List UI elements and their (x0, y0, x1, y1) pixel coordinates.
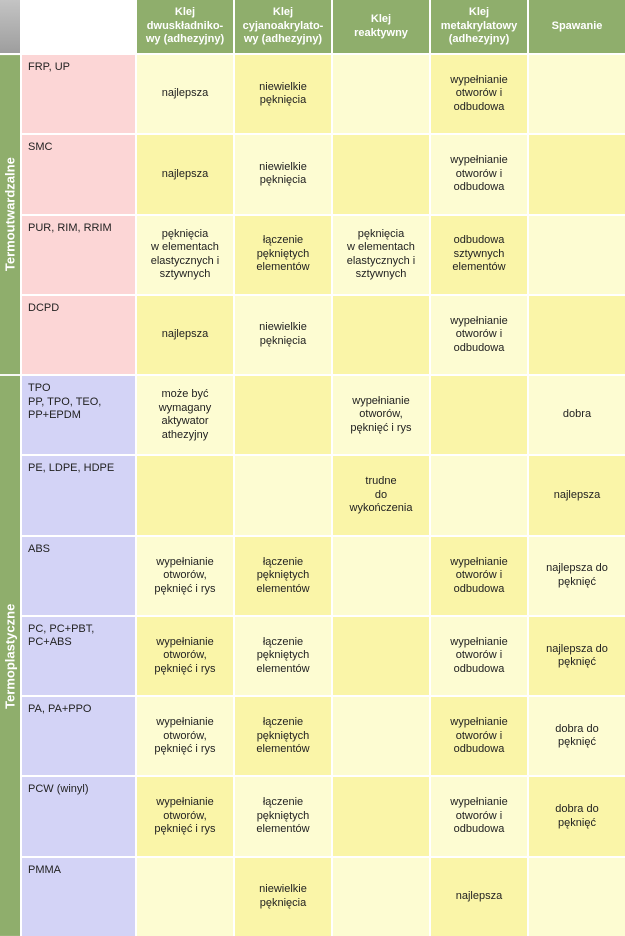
cell: najlepsza (431, 857, 527, 936)
material: PMMA (22, 857, 135, 936)
cell: łączenie pękniętych elementów (235, 536, 331, 615)
cell: najlepsza do pęknięć (529, 536, 625, 615)
material: PC, PC+PBT, PC+ABS (22, 616, 135, 696)
cell: najlepsza (137, 295, 233, 375)
cell: łączenie pękniętych elementów (235, 697, 331, 776)
cell (333, 135, 429, 214)
cell: wypełnianie otworów, pęknięć i rys (333, 376, 429, 455)
cell: wypełnianie otworów i odbudowa (431, 697, 527, 776)
cell (235, 376, 331, 455)
group-label: Termoutwardzalne (0, 55, 20, 375)
cell: pęknięcia w elementach elastycznych i sz… (333, 215, 429, 294)
cell: wypełnianie otworów i odbudowa (431, 616, 527, 696)
cell (529, 295, 625, 375)
material: TPO PP, TPO, TEO, PP+EPDM (22, 376, 135, 455)
cell (333, 536, 429, 615)
cell: wypełnianie otworów i odbudowa (431, 536, 527, 615)
cell (431, 456, 527, 535)
column-header: Klej metakrylatowy (adhezyjny) (431, 0, 527, 53)
cell: wypełnianie otworów, pęknięć i rys (137, 536, 233, 615)
cell: wypełnianie otworów, pęknięć i rys (137, 697, 233, 776)
cell: łączenie pękniętych elementów (235, 777, 331, 856)
cell: wypełnianie otworów i odbudowa (431, 295, 527, 375)
cell (333, 616, 429, 696)
column-header: Klej reaktywny (333, 0, 429, 53)
cell: może być wymagany aktywator athezyjny (137, 376, 233, 455)
corner (0, 0, 20, 53)
cell: niewielkie pęknięcia (235, 55, 331, 134)
cell: niewielkie pęknięcia (235, 135, 331, 214)
cell (529, 857, 625, 936)
cell: dobra do pęknięć (529, 777, 625, 856)
cell: łączenie pękniętych elementów (235, 215, 331, 294)
cell: pęknięcia w elementach elastycznych i sz… (137, 215, 233, 294)
cell (529, 215, 625, 294)
cell (333, 777, 429, 856)
cell: dobra (529, 376, 625, 455)
cell (235, 456, 331, 535)
cell: wypełnianie otworów i odbudowa (431, 55, 527, 134)
cell: niewielkie pęknięcia (235, 857, 331, 936)
material: PUR, RIM, RRIM (22, 215, 135, 294)
cell: wypełnianie otworów i odbudowa (431, 777, 527, 856)
cell: trudne do wykończenia (333, 456, 429, 535)
material: ABS (22, 536, 135, 615)
cell: wypełnianie otworów, pęknięć i rys (137, 616, 233, 696)
cell (137, 857, 233, 936)
material: SMC (22, 135, 135, 214)
material: PE, LDPE, HDPE (22, 456, 135, 535)
cell: wypełnianie otworów i odbudowa (431, 135, 527, 214)
column-header: Klej cyjanoakrylato- wy (adhezyjny) (235, 0, 331, 53)
cell (431, 376, 527, 455)
cell: najlepsza (137, 135, 233, 214)
cell (333, 857, 429, 936)
cell (333, 55, 429, 134)
cell (137, 456, 233, 535)
cell (529, 55, 625, 134)
column-header: Klej dwuskładniko- wy (adhezyjny) (137, 0, 233, 53)
column-header: Spawanie (529, 0, 625, 53)
cell (333, 295, 429, 375)
material: DCPD (22, 295, 135, 375)
cell: niewielkie pęknięcia (235, 295, 331, 375)
cell: najlepsza (529, 456, 625, 535)
cell (529, 135, 625, 214)
cell: najlepsza (137, 55, 233, 134)
cell: dobra do pęknięć (529, 697, 625, 776)
cell (333, 697, 429, 776)
cell: odbudowa sztywnych elementów (431, 215, 527, 294)
cell: najlepsza do pęknięć (529, 616, 625, 696)
material: FRP, UP (22, 55, 135, 134)
group-label: Termoplastyczne (0, 376, 20, 936)
material: PCW (winyl) (22, 777, 135, 856)
cell: łączenie pękniętych elementów (235, 616, 331, 696)
cell: wypełnianie otworów, pęknięć i rys (137, 777, 233, 856)
material: PA, PA+PPO (22, 697, 135, 776)
